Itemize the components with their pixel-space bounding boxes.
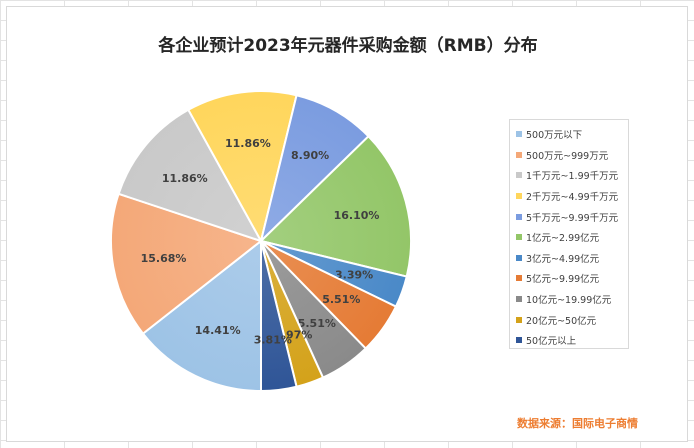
legend-item[interactable]: 20亿元~50亿元 xyxy=(516,309,628,330)
legend-item[interactable]: 1亿元~2.99亿元 xyxy=(516,227,628,248)
legend-swatch xyxy=(516,275,522,282)
legend-label: 5千万元~9.99千万元 xyxy=(526,212,619,224)
legend-item[interactable]: 10亿元~19.99亿元 xyxy=(516,289,628,310)
pie-chart: 14.41% 15.68% 11.86% 11.86% 8.90% 16.10% 3.39%… xyxy=(110,90,412,393)
slice-data-label: 14.41% xyxy=(195,324,241,337)
legend-item[interactable]: 1千万元~1.99千万元 xyxy=(516,165,628,186)
legend-swatch xyxy=(516,172,522,179)
legend-label: 10亿元~19.99亿元 xyxy=(526,295,612,307)
legend-item[interactable]: 50亿元以上 xyxy=(516,330,628,351)
slice-data-label: 5.51% xyxy=(298,317,336,330)
data-source-note: 数据来源：国际电子商情 xyxy=(517,417,638,430)
legend-swatch xyxy=(516,316,522,323)
legend-label: 20亿元~50亿元 xyxy=(526,315,597,327)
legend-label: 2千万元~4.99千万元 xyxy=(526,192,619,204)
legend-swatch xyxy=(516,337,522,344)
slice-data-label: 11.86% xyxy=(225,137,271,150)
legend-label: 1亿元~2.99亿元 xyxy=(526,233,600,245)
legend-item[interactable]: 5千万元~9.99千万元 xyxy=(516,206,628,227)
pie-slice[interactable] xyxy=(259,134,412,278)
legend-label: 5亿元~9.99亿元 xyxy=(526,274,600,286)
slice-data-label: 15.68% xyxy=(141,252,187,265)
chart-area[interactable]: 各企业预计2023年元器件采购金额（RMB）分布 14.41% 15.68% 11.… xyxy=(6,6,688,442)
pie-slice[interactable] xyxy=(259,94,370,245)
chart-title: 各企业预计2023年元器件采购金额（RMB）分布 xyxy=(158,36,538,56)
legend-swatch xyxy=(516,213,522,220)
legend-item[interactable]: 2千万元~4.99千万元 xyxy=(516,186,628,207)
slice-data-label: 5.51% xyxy=(322,293,360,306)
slice-data-label: 8.90% xyxy=(291,149,329,162)
pie-slice[interactable] xyxy=(117,108,264,243)
legend-label: 50亿元以上 xyxy=(526,336,577,348)
slice-data-label: 11.86% xyxy=(162,172,208,185)
legend-swatch xyxy=(516,254,522,261)
chart-legend[interactable]: 500万元以下 500万元~999万元 1千万元~1.99千万元 2千万元~4.99千… xyxy=(509,119,629,349)
legend-label: 3亿元~4.99亿元 xyxy=(526,253,600,265)
legend-label: 500万元以下 xyxy=(526,130,583,142)
legend-item[interactable]: 3亿元~4.99亿元 xyxy=(516,248,628,269)
legend-swatch xyxy=(516,131,522,138)
legend-item[interactable]: 5亿元~9.99亿元 xyxy=(516,268,628,289)
legend-label: 1千万元~1.99千万元 xyxy=(526,171,619,183)
legend-swatch xyxy=(516,234,522,241)
slice-data-label: 3.81% xyxy=(254,333,292,346)
legend-swatch xyxy=(516,151,522,158)
slice-data-label: 16.10% xyxy=(334,209,380,222)
pie-slice[interactable] xyxy=(260,240,298,393)
pie-slice[interactable] xyxy=(141,238,262,393)
legend-item[interactable]: 500万元~999万元 xyxy=(516,145,628,166)
legend-swatch xyxy=(516,296,522,303)
slice-data-label: 3.39% xyxy=(335,269,373,282)
legend-item[interactable]: 500万元以下 xyxy=(516,124,628,145)
legend-swatch xyxy=(516,193,522,200)
legend-label: 500万元~999万元 xyxy=(526,150,609,162)
